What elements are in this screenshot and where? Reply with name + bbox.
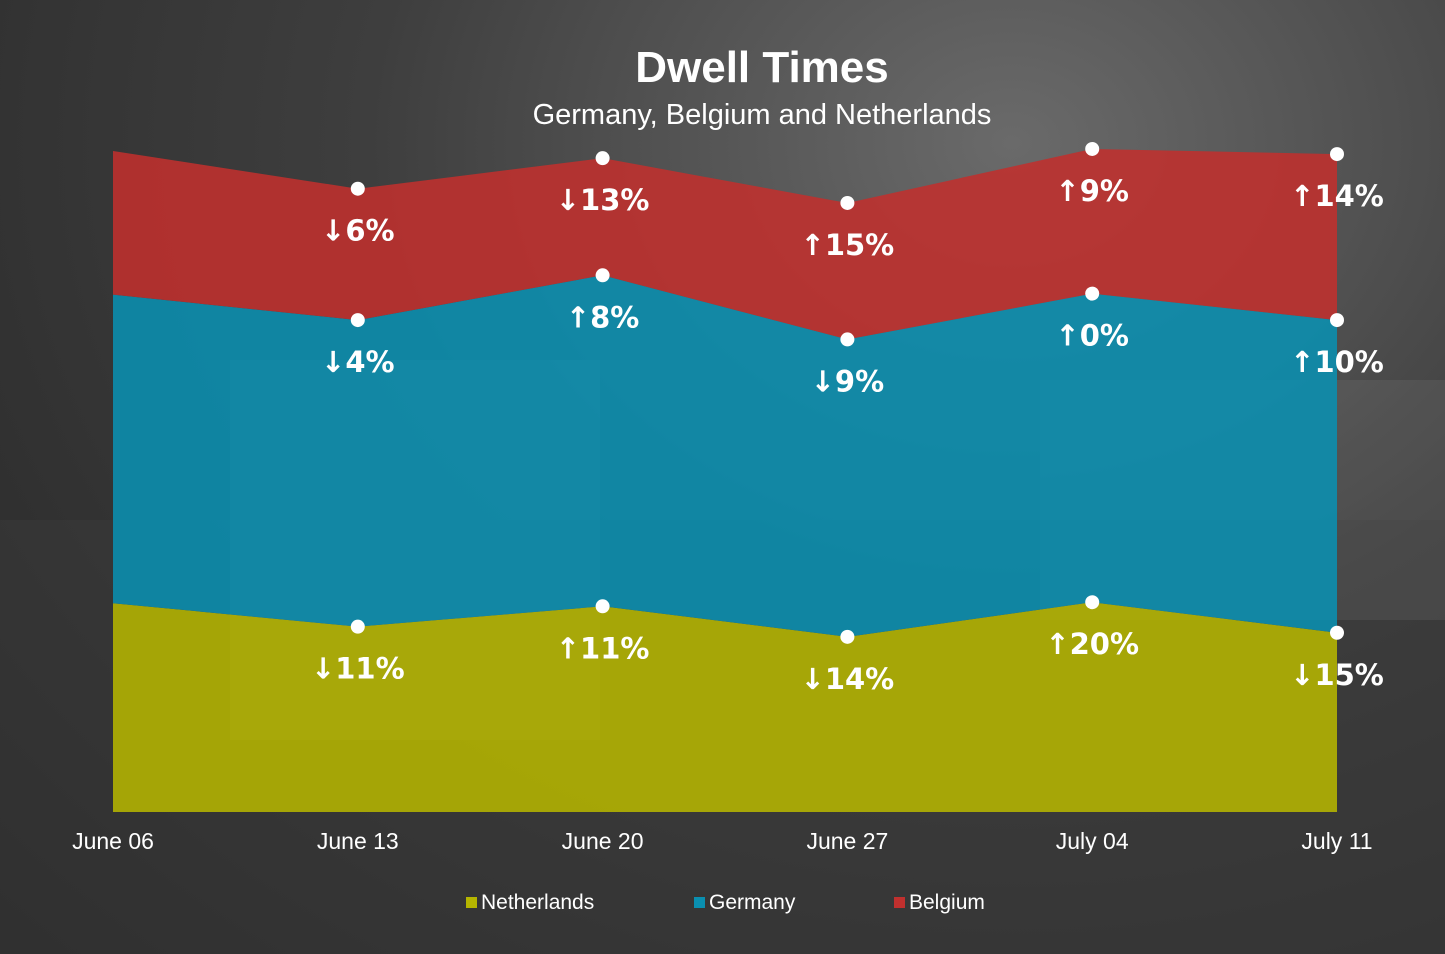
chart-subtitle: Germany, Belgium and Netherlands [533, 99, 992, 131]
legend-item-belgium[interactable]: Belgium [894, 891, 985, 914]
marker-germany-july-11[interactable] [1330, 313, 1344, 328]
data-label-germany-june-13: ↓4% [321, 345, 395, 379]
marker-germany-june-13[interactable] [350, 313, 365, 328]
area-germany [113, 275, 1337, 637]
data-label-netherlands-june-13: ↓11% [311, 652, 405, 686]
area-layers [113, 148, 1337, 812]
data-label-netherlands-june-20: ↑11% [556, 631, 650, 665]
legend-label-belgium: Belgium [909, 891, 985, 914]
legend-swatch-belgium [894, 897, 905, 908]
legend-swatch-germany [694, 897, 705, 908]
marker-layer [350, 141, 1344, 644]
data-label-germany-june-27: ↓9% [811, 364, 885, 398]
data-label-belgium-july-11: ↑14% [1290, 179, 1384, 213]
marker-netherlands-july-04[interactable] [1085, 595, 1100, 610]
marker-netherlands-june-27[interactable] [840, 629, 855, 644]
area-belgium [113, 148, 1337, 340]
data-label-belgium-june-13: ↓6% [321, 214, 395, 248]
chart-title: Dwell Times [635, 43, 889, 92]
data-label-layer: ↓11% ↑11% ↓14% ↑20% ↓15% ↓4% ↑8% ↓9% ↑0% ↑10% ↓6% ↓… [311, 174, 1384, 696]
x-tick-label-june-27: June 27 [806, 828, 888, 854]
data-label-belgium-june-27: ↑15% [801, 228, 895, 262]
data-label-germany-july-11: ↑10% [1290, 345, 1384, 379]
x-tick-label-july-04: July 04 [1056, 828, 1129, 854]
x-tick-label-june-13: June 13 [317, 828, 399, 854]
marker-netherlands-june-13[interactable] [350, 619, 365, 634]
x-axis-ticks: June 06 June 13 June 20 June 27 July 04 July … [72, 828, 1373, 854]
legend-swatch-netherlands [466, 897, 477, 908]
area-netherlands [113, 602, 1337, 812]
marker-netherlands-june-20[interactable] [595, 599, 610, 614]
marker-netherlands-july-11[interactable] [1330, 625, 1344, 640]
marker-belgium-july-11[interactable] [1330, 147, 1344, 162]
legend-label-germany: Germany [709, 891, 796, 914]
marker-belgium-july-04[interactable] [1085, 141, 1100, 156]
x-tick-label-july-11: July 11 [1301, 828, 1372, 854]
legend-item-germany[interactable]: Germany [694, 891, 796, 914]
x-tick-label-june-06: June 06 [72, 828, 154, 854]
marker-germany-july-04[interactable] [1085, 286, 1100, 301]
legend-item-netherlands[interactable]: Netherlands [466, 891, 594, 914]
legend-label-netherlands: Netherlands [481, 891, 594, 914]
marker-belgium-june-20[interactable] [595, 151, 610, 166]
data-label-germany-june-20: ↑8% [566, 300, 640, 334]
data-label-belgium-july-04: ↑9% [1055, 174, 1129, 208]
x-tick-label-june-20: June 20 [562, 828, 644, 854]
data-label-netherlands-july-04: ↑20% [1045, 627, 1139, 661]
marker-belgium-june-27[interactable] [840, 195, 855, 210]
data-label-germany-july-04: ↑0% [1055, 319, 1129, 353]
data-label-netherlands-july-11: ↓15% [1290, 658, 1384, 692]
data-label-belgium-june-20: ↓13% [556, 183, 650, 217]
data-label-netherlands-june-27: ↓14% [801, 662, 895, 696]
marker-germany-june-27[interactable] [840, 332, 855, 347]
marker-belgium-june-13[interactable] [350, 181, 365, 196]
legend: Netherlands Germany Belgium [466, 891, 985, 914]
marker-germany-june-20[interactable] [595, 268, 610, 283]
